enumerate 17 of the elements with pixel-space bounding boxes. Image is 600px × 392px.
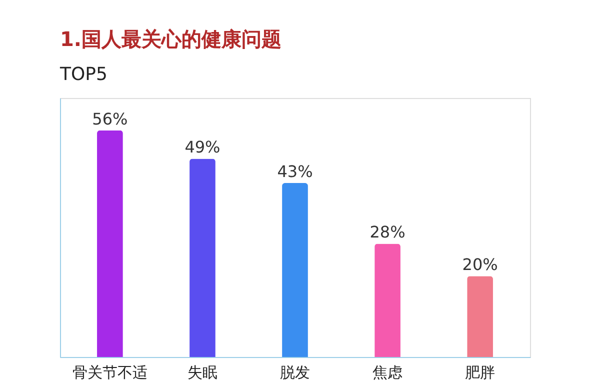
bar [190, 158, 216, 357]
data-label: 56% [92, 109, 128, 128]
chart-title: 1.国人最关心的健康问题 [60, 27, 282, 51]
bar [282, 182, 308, 357]
bar [97, 130, 123, 357]
chart-subtitle: TOP5 [59, 64, 108, 85]
data-label: 43% [277, 162, 313, 181]
x-tick-label: 失眠 [187, 364, 218, 382]
data-label: 49% [184, 138, 220, 157]
x-tick-label: 肥胖 [465, 364, 496, 382]
x-tick-label: 焦虑 [372, 364, 403, 382]
data-label: 28% [370, 222, 406, 242]
x-tick-label: 脱发 [280, 364, 310, 382]
data-label: 20% [462, 255, 498, 274]
x-tick-label: 骨关节不适 [72, 364, 148, 382]
bar [467, 276, 493, 357]
bar [374, 244, 400, 357]
